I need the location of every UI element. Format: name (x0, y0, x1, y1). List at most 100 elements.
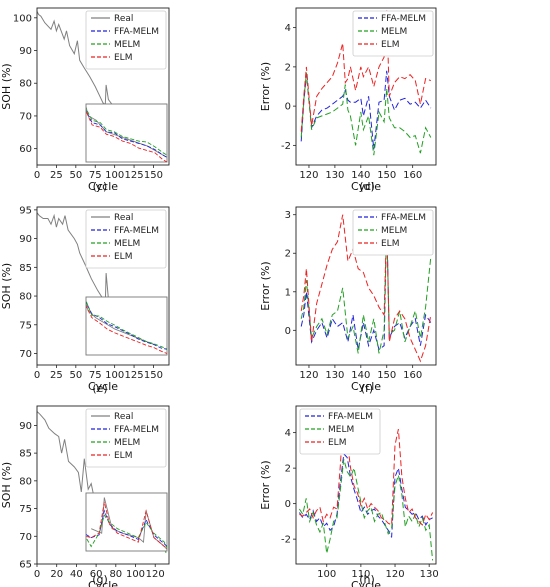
series-line-melm (298, 459, 434, 561)
y-axis-label: SOH (%) (0, 263, 13, 309)
x-tick-label: 75 (89, 370, 102, 381)
legend-box (299, 408, 381, 455)
y-tick-label: 70 (19, 532, 32, 543)
inset-line-elm (86, 110, 167, 162)
y-tick-label: 90 (19, 46, 32, 57)
x-tick-label: 150 (377, 370, 396, 381)
legend-box (85, 209, 167, 269)
series-line-elm (300, 9, 431, 132)
plot-frame (36, 7, 170, 166)
legend: FFA-MELM MELM ELM (352, 10, 434, 57)
x-tick-label: 50 (69, 370, 82, 381)
x-axis-label: Cycle (88, 579, 118, 587)
x-tick-label: 120 (146, 569, 165, 580)
y-tick-label: 80 (19, 79, 32, 90)
x-axis-label: Cycle (88, 380, 118, 393)
x-tick-label: 110 (351, 569, 370, 580)
panel-caption: (d) (359, 180, 375, 193)
x-tick-label: 100 (105, 370, 124, 381)
series-line-ffa-melm (300, 70, 432, 150)
x-tick-label: 130 (325, 370, 344, 381)
y-tick-label: 4 (285, 428, 291, 439)
series-group (300, 214, 432, 363)
panel-f: 120 130 140 150 160 0 1 2 3 FFA-MELM MELM ELM Cycle E… (259, 206, 437, 395)
y-tick-label: 85 (19, 263, 32, 274)
inset-line-ffa-melm (86, 110, 167, 158)
legend-label: MELM (328, 425, 354, 435)
y-tick-label: 2 (285, 62, 291, 73)
x-tick-label: 150 (377, 170, 396, 181)
y-tick-label: 80 (19, 292, 32, 303)
y-tick-label: 1 (285, 287, 291, 298)
legend-label: MELM (114, 239, 140, 249)
x-tick-label: 20 (50, 569, 63, 580)
y-tick-label: 4 (285, 23, 291, 34)
inset-series (86, 497, 167, 551)
y-tick-label: 70 (19, 349, 32, 360)
x-tick-label: 0 (34, 569, 40, 580)
panel-caption: (e) (92, 382, 107, 395)
x-tick-label: 125 (125, 170, 144, 181)
x-tick-label: 125 (125, 370, 144, 381)
legend-box (352, 209, 434, 256)
y-tick-label: 95 (19, 205, 32, 216)
x-tick-label: 160 (403, 370, 422, 381)
x-tick-label: 120 (385, 569, 404, 580)
y-axis-label: Error (%) (259, 460, 272, 509)
legend-label: Real (114, 14, 133, 24)
panel-caption: (g) (92, 573, 108, 586)
panel-e: 0 25 50 75 100 125 150707580859095RealFFA-MELM… (0, 205, 170, 395)
x-tick-label: 130 (420, 569, 439, 580)
y-tick-label: 100 (13, 13, 32, 24)
legend-label: MELM (114, 40, 140, 50)
y-tick-label: 75 (19, 504, 32, 515)
panel-caption: (h) (359, 573, 375, 586)
legend-label: FFA-MELM (328, 412, 373, 422)
inset-line-melm (86, 514, 167, 550)
y-tick-label: 90 (19, 234, 32, 245)
x-axis-label: Cycle (88, 180, 118, 193)
y-tick-label: 65 (19, 560, 32, 571)
series-line-melm (300, 226, 432, 354)
x-tick-label: 120 (299, 170, 318, 181)
inset-line-elm (86, 305, 167, 354)
inset-frame (85, 103, 168, 163)
y-tick-label: -2 (281, 141, 291, 152)
series-line-melm (300, 72, 432, 156)
inset-line-melm (86, 299, 167, 350)
x-tick-label: 140 (351, 170, 370, 181)
x-tick-label: 140 (351, 370, 370, 381)
inset-frame (85, 492, 168, 552)
inset-frame (85, 296, 168, 356)
x-tick-label: 160 (403, 170, 422, 181)
legend-box (352, 10, 434, 57)
legend-label: MELM (114, 438, 140, 448)
series-group (300, 9, 432, 156)
legend-label: ELM (328, 438, 346, 448)
y-tick-label: 70 (19, 111, 32, 122)
legend: Real FFA-MELM MELM ELM (85, 209, 167, 269)
x-tick-label: 130 (325, 170, 344, 181)
legend-label: FFA-MELM (114, 226, 159, 236)
legend: FFA-MELM MELM ELM (352, 209, 434, 256)
x-axis-label: Cycle (351, 180, 381, 193)
legend-label: FFA-MELM (114, 27, 159, 37)
x-tick-label: 150 (144, 170, 163, 181)
y-tick-label: 2 (285, 464, 291, 475)
x-tick-label: 0 (34, 170, 40, 181)
legend-label: ELM (114, 53, 132, 63)
inset-line-ffa-melm (86, 301, 167, 350)
legend-label: MELM (381, 27, 407, 37)
y-tick-label: 3 (285, 210, 291, 221)
legend-label: FFA-MELM (381, 213, 426, 223)
legend-box (85, 10, 167, 70)
legend: FFA-MELM MELM ELM (299, 408, 381, 455)
series-line-ffa-melm (300, 218, 432, 351)
x-axis-label: Cycle (351, 380, 381, 393)
plot-frame (36, 405, 170, 565)
x-tick-label: 120 (299, 370, 318, 381)
x-tick-label: 0 (34, 370, 40, 381)
y-axis-label: SOH (%) (0, 462, 13, 508)
